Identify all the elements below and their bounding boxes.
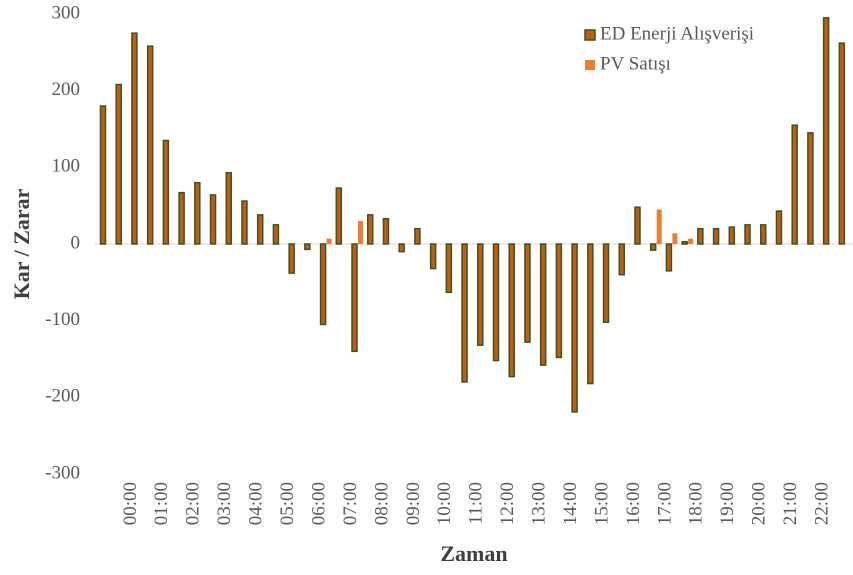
bar xyxy=(744,224,751,245)
x-tick-label: 07:00 xyxy=(340,482,361,525)
bar xyxy=(492,243,500,362)
bar xyxy=(335,187,343,245)
bar xyxy=(838,42,846,245)
y-tick-label: 300 xyxy=(52,2,81,23)
bar xyxy=(555,243,563,359)
y-tick-label: 100 xyxy=(52,156,81,177)
bar xyxy=(649,243,657,251)
bar xyxy=(241,200,248,245)
x-tick-label: 14:00 xyxy=(560,482,581,525)
bar xyxy=(477,243,484,346)
x-tick-label: 17:00 xyxy=(654,482,675,525)
bar xyxy=(807,132,814,245)
y-tick-label: -300 xyxy=(45,462,80,483)
x-tick-label: 19:00 xyxy=(717,482,738,525)
x-tick-label: 13:00 xyxy=(529,482,550,525)
bar xyxy=(146,45,154,245)
bar xyxy=(445,243,453,294)
x-tick-label: 02:00 xyxy=(183,482,204,525)
y-tick-label: 0 xyxy=(71,232,81,253)
bar xyxy=(775,210,783,245)
bar xyxy=(99,105,107,245)
x-tick-label: 04:00 xyxy=(246,482,267,525)
y-tick-label: -100 xyxy=(45,309,80,330)
bar xyxy=(656,209,662,244)
bar xyxy=(712,227,720,245)
bar xyxy=(587,243,594,385)
bar xyxy=(319,243,327,326)
y-axis-title: Kar / Zarar xyxy=(9,188,34,299)
bar xyxy=(414,227,421,245)
x-tick-label: 01:00 xyxy=(151,482,172,525)
bar xyxy=(688,238,694,244)
bar xyxy=(759,224,767,245)
legend-swatch xyxy=(585,60,595,70)
bar xyxy=(194,181,201,245)
x-tick-label: 05:00 xyxy=(277,482,298,525)
bar xyxy=(728,226,736,245)
bar xyxy=(697,227,704,245)
x-tick-label: 00:00 xyxy=(120,482,141,525)
x-tick-label: 12:00 xyxy=(497,482,518,525)
bar xyxy=(822,17,830,245)
bar xyxy=(634,206,641,245)
bar xyxy=(288,243,295,274)
bar xyxy=(508,243,515,378)
bar xyxy=(351,243,358,353)
bar xyxy=(225,171,233,245)
x-tick-label: 08:00 xyxy=(371,482,392,525)
x-tick-label: 10:00 xyxy=(434,482,455,525)
bar xyxy=(461,243,468,383)
bar xyxy=(524,243,531,343)
x-tick-label: 03:00 xyxy=(214,482,235,525)
bar xyxy=(358,221,364,244)
bar xyxy=(681,240,688,245)
x-tick-label: 20:00 xyxy=(749,482,770,525)
bar xyxy=(209,194,217,245)
bar xyxy=(326,238,332,244)
bar xyxy=(618,243,626,276)
bar xyxy=(272,224,280,245)
x-tick-label: 22:00 xyxy=(811,482,832,525)
bar xyxy=(162,139,170,245)
bar xyxy=(115,83,122,245)
bar xyxy=(672,233,678,244)
bar xyxy=(791,124,798,245)
bar xyxy=(131,32,138,245)
x-tick-label: 21:00 xyxy=(780,482,801,525)
bar xyxy=(304,243,311,251)
x-tick-label: 11:00 xyxy=(466,482,487,525)
bar xyxy=(256,214,264,245)
bar xyxy=(571,243,578,413)
bar xyxy=(665,243,673,272)
legend-label: ED Enerji Alışverişi xyxy=(600,23,754,44)
x-tick-label: 06:00 xyxy=(308,482,329,525)
x-axis-title: Zaman xyxy=(440,541,507,566)
x-tick-label: 16:00 xyxy=(623,482,644,525)
bar xyxy=(366,214,374,245)
y-tick-label: 200 xyxy=(52,79,81,100)
legend-swatch xyxy=(584,29,596,41)
x-tick-label: 18:00 xyxy=(686,482,707,525)
bar xyxy=(539,243,547,366)
legend-label: PV Satışı xyxy=(600,53,671,74)
bar xyxy=(178,191,185,245)
x-tick-label: 09:00 xyxy=(403,482,424,525)
y-tick-label: -200 xyxy=(45,386,80,407)
bar xyxy=(602,243,610,323)
bar xyxy=(382,217,390,245)
x-tick-label: 15:00 xyxy=(591,482,612,525)
bar xyxy=(398,243,405,253)
bar xyxy=(429,243,437,270)
